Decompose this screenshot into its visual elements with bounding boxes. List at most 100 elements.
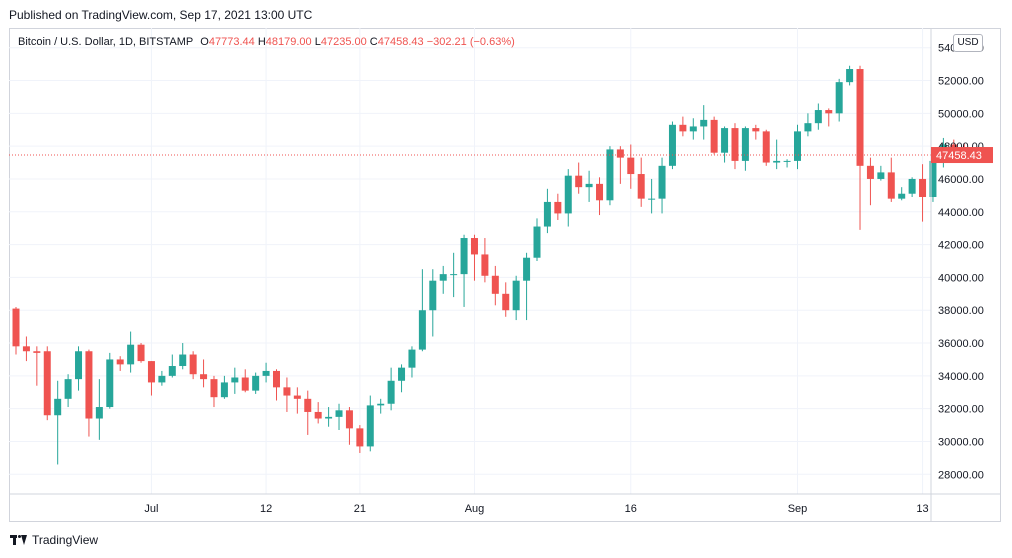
candle-body	[554, 201, 562, 214]
candle-body	[12, 308, 20, 347]
close-label: C	[369, 36, 378, 48]
last-price-label: 47458.43	[936, 150, 982, 162]
candle-body	[127, 344, 135, 365]
candle-body	[794, 131, 801, 161]
time-axis: Jul 12 21 Aug 16 Sep 13	[144, 503, 928, 515]
time-tick-label: 12	[260, 503, 272, 515]
candle-body	[679, 124, 687, 132]
candle-body	[54, 398, 62, 416]
candle-body	[523, 257, 531, 281]
price-tick-label: 30000.00	[938, 436, 984, 448]
candle-body	[325, 416, 333, 419]
symbol-legend: Bitcoin / U.S. Dollar, 1D, BITSTAMP O477…	[18, 36, 515, 48]
candle-body	[762, 131, 770, 163]
candle-body	[575, 175, 583, 188]
candle-body	[481, 254, 489, 276]
grid-lines	[9, 28, 931, 494]
candle-body	[877, 172, 885, 179]
candle-body	[887, 172, 895, 199]
time-tick-label: Jul	[144, 503, 158, 515]
candle-body	[773, 160, 781, 163]
candle-body	[731, 128, 739, 161]
candle-body	[585, 183, 593, 188]
candle-body	[429, 280, 437, 311]
candle-body	[898, 193, 906, 199]
candle-body	[741, 128, 749, 161]
price-tick-label: 46000.00	[938, 174, 984, 186]
candle-body	[356, 428, 364, 447]
candle-body	[293, 395, 301, 399]
footer-brand-label: TradingView	[32, 533, 99, 547]
high-label: H	[257, 36, 266, 48]
candle-body	[220, 382, 228, 398]
price-tick-label: 32000.00	[938, 404, 984, 416]
candle-body	[366, 405, 374, 447]
price-tick-label: 44000.00	[938, 207, 984, 219]
candle-body	[304, 398, 312, 412]
low-value: 47235.00	[320, 36, 367, 48]
candle-body	[783, 160, 791, 162]
time-tick-label: 21	[354, 503, 366, 515]
candle-body	[668, 124, 676, 166]
candle-body	[241, 377, 249, 391]
candle-body	[147, 361, 155, 383]
candle-body	[846, 69, 854, 83]
price-tick-label: 42000.00	[938, 240, 984, 252]
candle-body	[814, 110, 822, 124]
candle-body	[116, 359, 124, 365]
candle-body	[210, 379, 218, 398]
candles-series	[12, 65, 968, 465]
candle-body	[85, 351, 93, 419]
candle-body	[345, 410, 353, 429]
change-value: −302.21 (−0.63%)	[426, 36, 515, 48]
price-tick-label: 36000.00	[938, 338, 984, 350]
candle-body	[856, 69, 864, 166]
price-tick-label: 52000.00	[938, 76, 984, 88]
price-tick-label: 34000.00	[938, 371, 984, 383]
candle-body	[418, 310, 426, 350]
last-price-badge	[931, 147, 993, 164]
last-price-marker: 47458.43	[931, 147, 993, 164]
candle-body	[387, 380, 395, 404]
high-value: 48179.00	[265, 36, 312, 48]
candle-body	[273, 370, 280, 388]
candle-body	[689, 126, 697, 132]
candle-body	[596, 183, 604, 201]
candle-body	[825, 110, 833, 114]
time-tick-label: Aug	[465, 503, 485, 515]
candle-body	[804, 123, 812, 132]
open-label: O	[200, 36, 209, 48]
candle-body	[721, 128, 729, 153]
candle-body	[564, 175, 572, 214]
candle-body	[179, 354, 187, 367]
candle-body	[543, 201, 551, 227]
candle-body	[637, 174, 645, 199]
candle-body	[106, 359, 114, 408]
candle-body	[314, 411, 322, 419]
candle-body	[919, 178, 927, 198]
candle-body	[491, 275, 499, 294]
price-tick-label: 40000.00	[938, 272, 984, 284]
time-tick-label: Sep	[788, 503, 808, 515]
candle-body	[512, 280, 520, 311]
tradingview-logo-icon	[10, 534, 28, 546]
candle-body	[64, 379, 72, 399]
price-tick-label: 38000.00	[938, 305, 984, 317]
chart-frame[interactable]	[9, 28, 1001, 522]
published-info: Published on TradingView.com, Sep 17, 20…	[9, 8, 313, 22]
candle-body	[470, 238, 478, 255]
candle-body	[168, 366, 176, 376]
candlestick-chart[interactable]: 54000.0052000.0050000.0048000.0046000.00…	[9, 28, 1001, 522]
time-tick-label: 13	[916, 503, 928, 515]
candle-body	[262, 370, 270, 376]
candle-body	[460, 238, 468, 275]
candle-body	[627, 157, 635, 175]
candle-body	[752, 128, 760, 132]
footer-brand[interactable]: TradingView	[10, 533, 98, 547]
currency-button[interactable]: USD	[953, 34, 983, 52]
candle-body	[335, 410, 343, 417]
candle-body	[408, 349, 416, 368]
candle-body	[908, 178, 916, 194]
candle-body	[158, 375, 166, 383]
open-value: 47773.44	[208, 36, 255, 48]
